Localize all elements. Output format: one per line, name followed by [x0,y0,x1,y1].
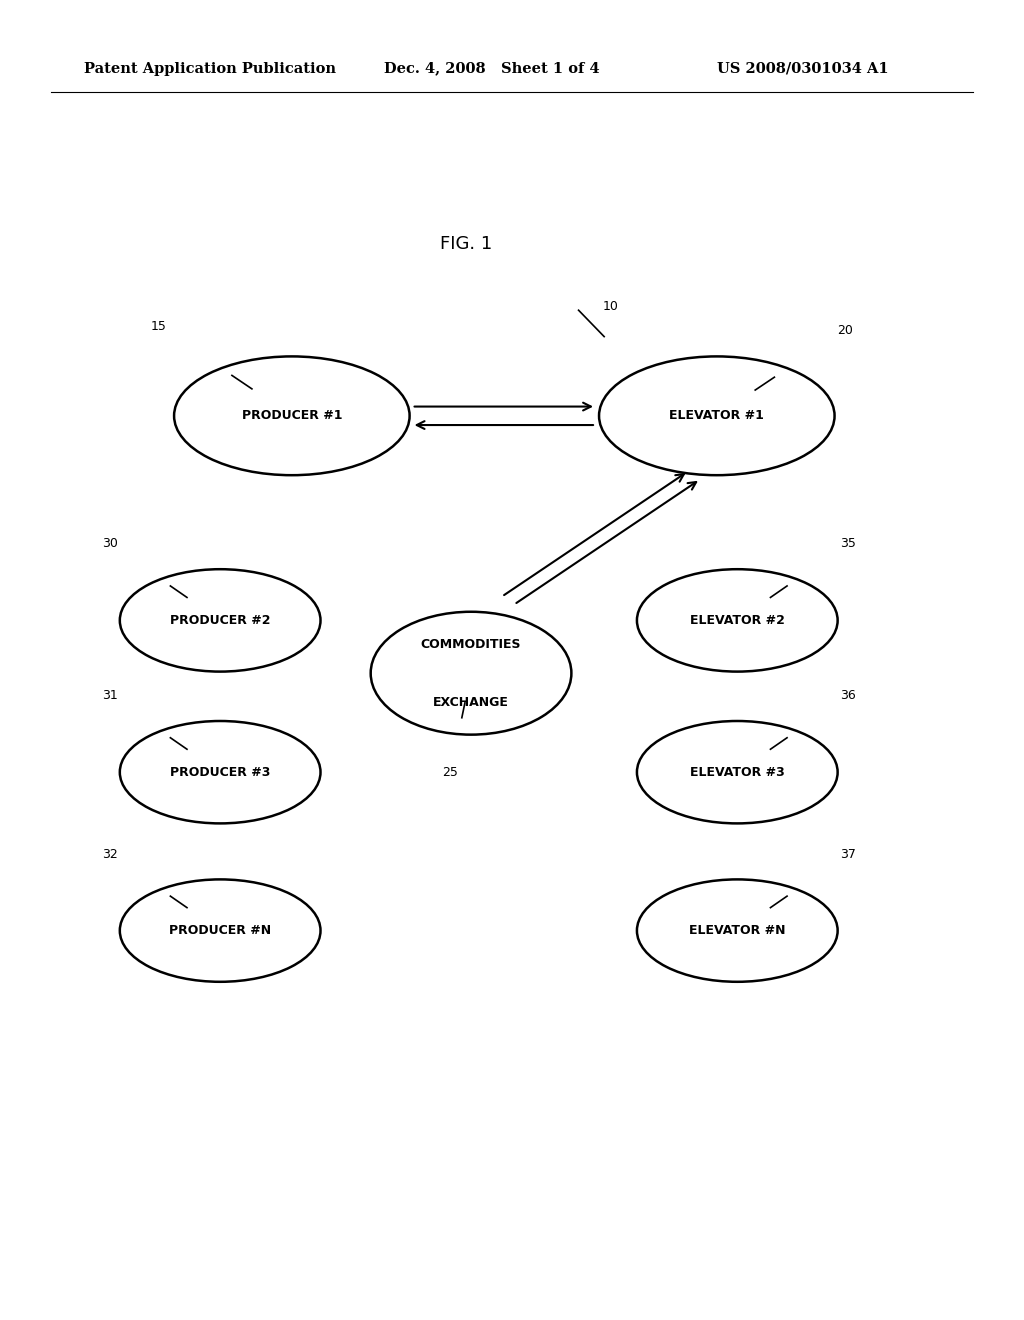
Text: Patent Application Publication: Patent Application Publication [84,62,336,75]
Text: PRODUCER #1: PRODUCER #1 [242,409,342,422]
Text: 35: 35 [840,537,856,550]
Text: 25: 25 [442,766,459,779]
Text: Dec. 4, 2008   Sheet 1 of 4: Dec. 4, 2008 Sheet 1 of 4 [384,62,600,75]
Text: COMMODITIES: COMMODITIES [421,638,521,651]
Text: PRODUCER #2: PRODUCER #2 [170,614,270,627]
Text: 30: 30 [101,537,118,550]
Text: 32: 32 [101,847,118,861]
Text: US 2008/0301034 A1: US 2008/0301034 A1 [717,62,889,75]
Text: FIG. 1: FIG. 1 [439,235,493,253]
Text: ELEVATOR #3: ELEVATOR #3 [690,766,784,779]
Text: 20: 20 [837,323,853,337]
Text: 37: 37 [840,847,856,861]
Text: PRODUCER #3: PRODUCER #3 [170,766,270,779]
Text: PRODUCER #N: PRODUCER #N [169,924,271,937]
Text: 31: 31 [101,689,118,702]
Text: 10: 10 [602,300,618,313]
Text: 15: 15 [151,319,167,333]
Text: ELEVATOR #2: ELEVATOR #2 [690,614,784,627]
Text: ELEVATOR #N: ELEVATOR #N [689,924,785,937]
Text: ELEVATOR #1: ELEVATOR #1 [670,409,764,422]
Text: EXCHANGE: EXCHANGE [433,696,509,709]
Text: 36: 36 [840,689,856,702]
